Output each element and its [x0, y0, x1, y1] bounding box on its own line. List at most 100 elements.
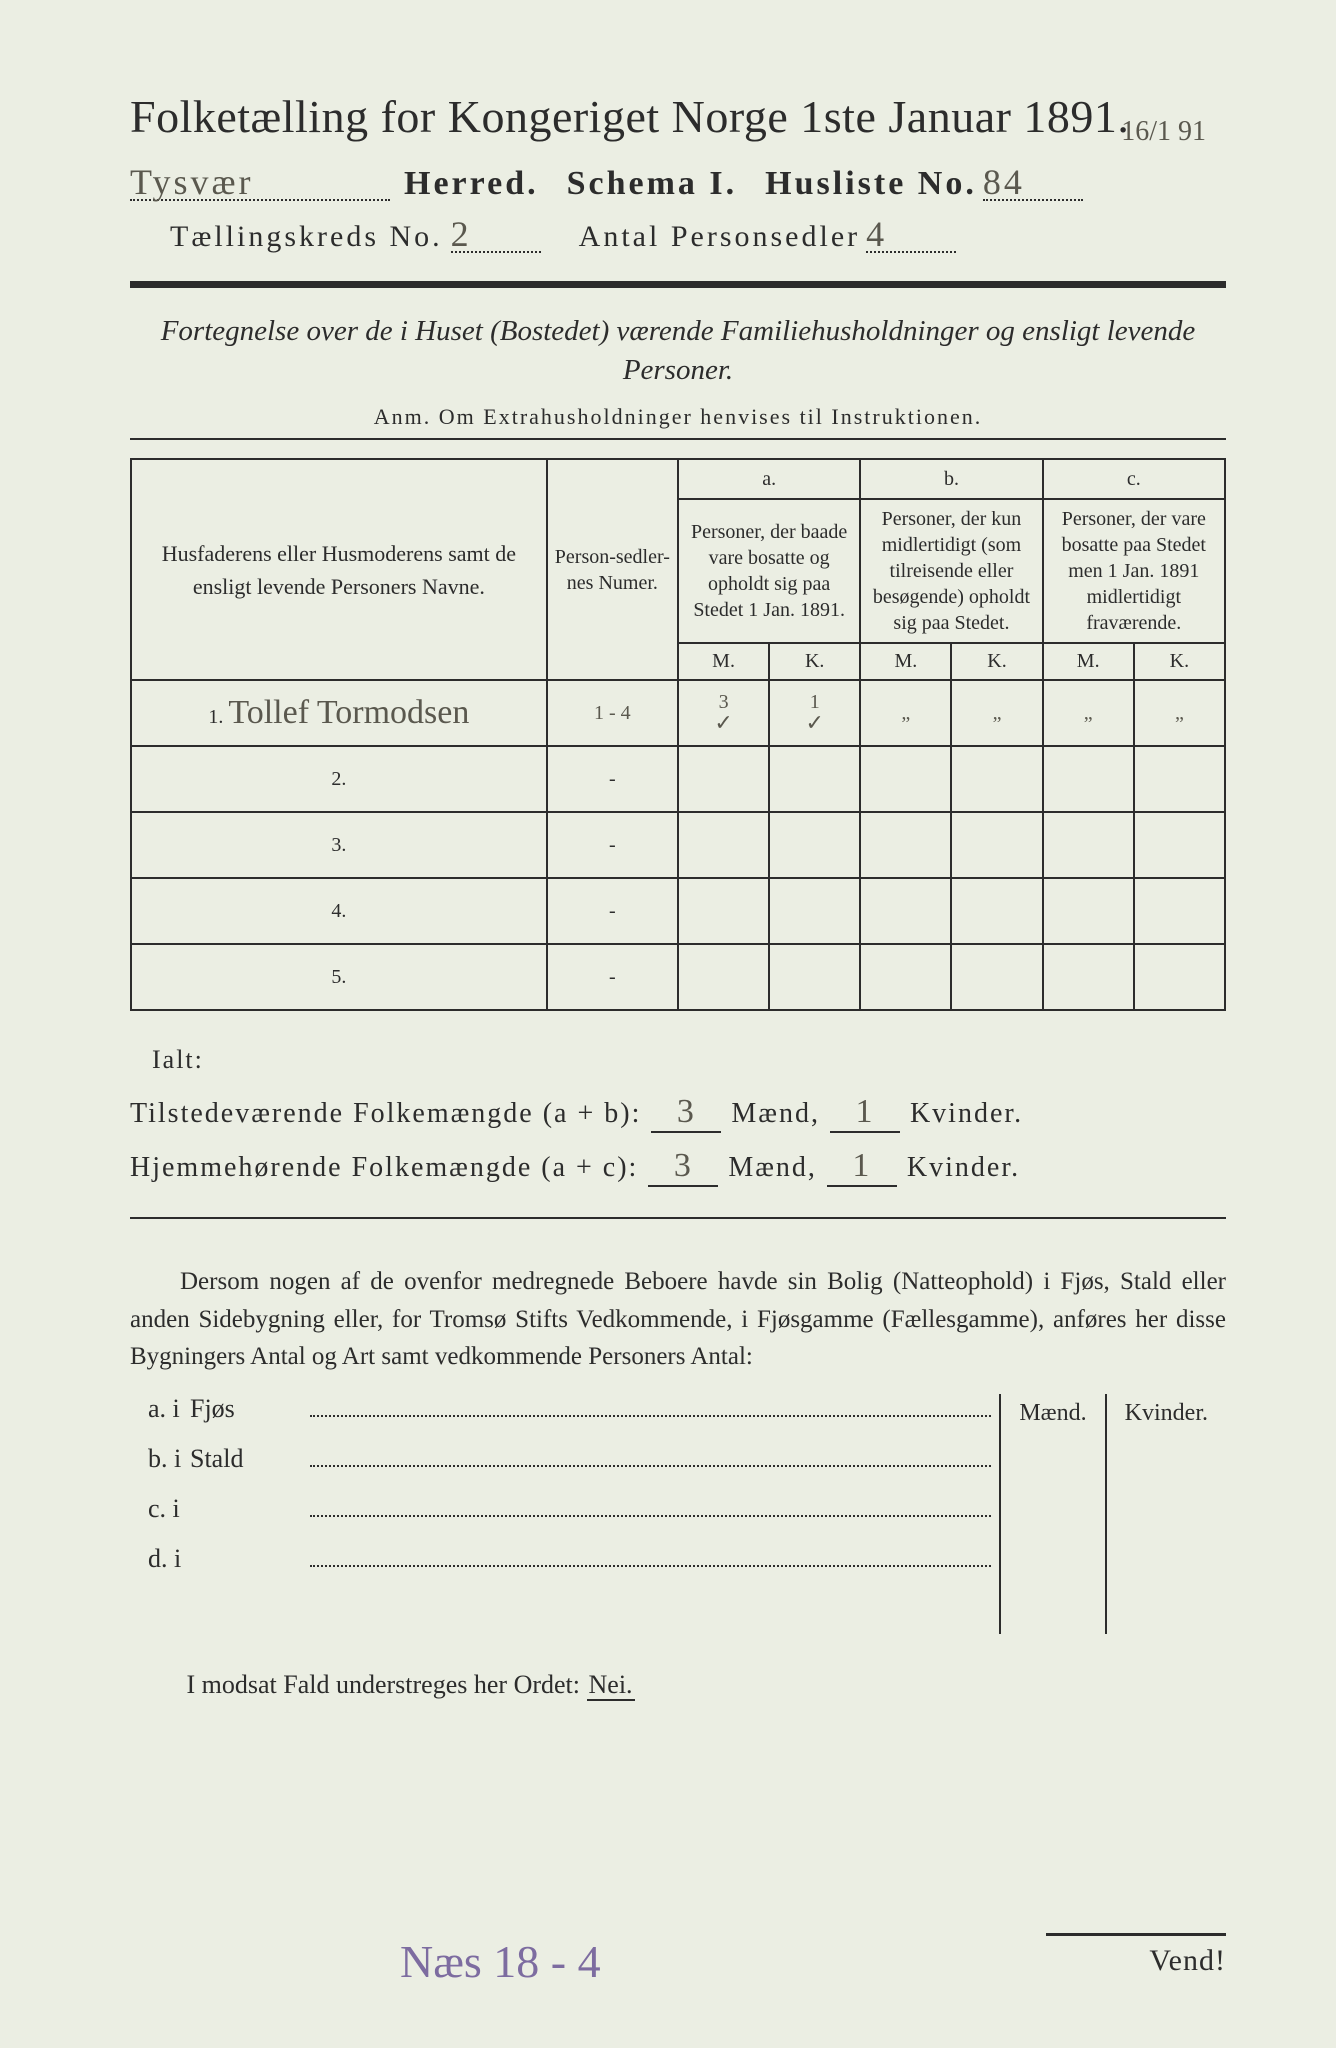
vend-label: Vend!: [1149, 1944, 1226, 1978]
outbuilding-row: b. i Stald: [130, 1444, 999, 1494]
row-name-hw: Tollef Tormodsen: [228, 694, 469, 731]
col-c-k: K.: [1134, 643, 1225, 680]
subheading: Fortegnelse over de i Huset (Bostedet) v…: [130, 312, 1226, 390]
col-b-k: K.: [951, 643, 1042, 680]
col-a-k: K.: [769, 643, 860, 680]
row-number: 1.: [208, 706, 223, 728]
col-c-m: M.: [1043, 643, 1134, 680]
nei-pre: I modsat Fald understreges her Ordet:: [187, 1670, 581, 1699]
row-number: 5.: [131, 944, 547, 1010]
home-total-line: Hjemmehørende Folkemængde (a + c): 3 Mæn…: [130, 1147, 1226, 1187]
col-b-m: M.: [860, 643, 951, 680]
row-number: 2.: [131, 746, 547, 812]
date-fraction-text: 16/1 91: [1121, 116, 1206, 147]
thin-rule-2: [130, 1217, 1226, 1219]
table-row: 1. Tollef Tormodsen 1 - 4 3 ✓ 1 ✓ „ „ „ …: [131, 680, 1225, 746]
row-lab: d. i: [130, 1544, 190, 1574]
kreds-no-handwritten: 2: [451, 214, 472, 254]
kreds-line: Tællingskreds No. 2 Antal Personsedler 4: [130, 213, 1226, 255]
row-cK: „: [1134, 680, 1225, 746]
check-icon: ✓: [774, 710, 855, 736]
maend-label: Mænd,: [728, 1152, 817, 1184]
row-aK: 1 ✓: [769, 680, 860, 746]
herred-label: Herred.: [404, 165, 539, 203]
schema-label: Schema I.: [567, 165, 738, 203]
row-numer: -: [547, 944, 678, 1010]
present-m: 3: [651, 1093, 721, 1133]
mk-m-header: Mænd.: [1000, 1394, 1105, 1434]
outbuildings-text: Dersom nogen af de ovenfor medregnede Be…: [130, 1268, 1226, 1370]
row-number: 4.: [131, 878, 547, 944]
date-fraction-annotation: 16/1 91: [1121, 118, 1206, 146]
present-total-line: Tilstedeværende Folkemængde (a + b): 3 M…: [130, 1093, 1226, 1133]
present-label: Tilstedeværende Folkemængde (a + b):: [130, 1098, 641, 1130]
row-number: 3.: [131, 812, 547, 878]
mk-k-header: Kvinder.: [1106, 1394, 1226, 1434]
table-row: 5. -: [131, 944, 1225, 1010]
col-header-name: Husfaderens eller Husmoderens samt de en…: [131, 459, 547, 680]
row-txt: Stald: [190, 1444, 310, 1474]
thick-rule: [130, 281, 1226, 288]
outbuilding-row: d. i: [130, 1544, 999, 1594]
col-c-text: Personer, der vare bosatte paa Stedet me…: [1043, 499, 1225, 643]
col-a-m: M.: [678, 643, 769, 680]
vend-rule: [1046, 1933, 1226, 1936]
outbuildings-paragraph: Dersom nogen af de ovenfor medregnede Be…: [130, 1263, 1226, 1376]
husliste-no-handwritten: 84: [983, 162, 1025, 202]
ialt-label: Ialt:: [152, 1045, 1226, 1075]
row-name-cell: 1. Tollef Tormodsen: [131, 680, 547, 746]
row-bM: „: [860, 680, 951, 746]
dotted-fill: [310, 1549, 991, 1567]
home-label: Hjemmehørende Folkemængde (a + c):: [130, 1152, 638, 1184]
row-lab: c. i: [130, 1494, 190, 1524]
home-m: 3: [648, 1147, 718, 1187]
husliste-label: Husliste No.: [765, 165, 977, 203]
row-aM: 3 ✓: [678, 680, 769, 746]
row-bK: „: [951, 680, 1042, 746]
household-table: Husfaderens eller Husmoderens samt de en…: [130, 458, 1226, 1011]
row-txt: Fjøs: [190, 1394, 310, 1424]
anm-note: Anm. Om Extrahusholdninger henvises til …: [130, 404, 1226, 430]
row-cM: „: [1043, 680, 1134, 746]
outbuilding-row: c. i: [130, 1494, 999, 1544]
thin-rule: [130, 438, 1226, 440]
check-icon: ✓: [683, 710, 764, 736]
row-numer: -: [547, 746, 678, 812]
herred-handwritten: Tysvær: [130, 162, 254, 202]
table-row: 3. -: [131, 812, 1225, 878]
kvinder-label: Kvinder.: [910, 1098, 1023, 1130]
form-title: Folketælling for Kongeriget Norge 1ste J…: [130, 90, 1226, 143]
herred-line: Tysvær Herred. Schema I. Husliste No. 84: [130, 161, 1226, 203]
kvinder-label: Kvinder.: [907, 1152, 1020, 1184]
row-numer: -: [547, 878, 678, 944]
outbuildings-block: a. i Fjøs b. i Stald c. i d. i: [130, 1394, 1226, 1634]
table-row: 4. -: [131, 878, 1225, 944]
census-form-page: 16/1 91 Folketælling for Kongeriget Norg…: [0, 0, 1336, 2048]
dotted-fill: [310, 1399, 991, 1417]
home-k: 1: [827, 1147, 897, 1187]
nei-word: Nei.: [587, 1670, 635, 1701]
subheading-text: Fortegnelse over de i Huset (Bostedet) v…: [161, 315, 1196, 386]
mk-k-cell: [1106, 1434, 1226, 1634]
antal-handwritten: 4: [866, 214, 887, 254]
dotted-fill: [310, 1499, 991, 1517]
kreds-label: Tællingskreds No.: [170, 220, 443, 254]
maend-label: Mænd,: [731, 1098, 820, 1130]
col-a-label: a.: [678, 459, 860, 499]
outbuildings-list: a. i Fjøs b. i Stald c. i d. i: [130, 1394, 999, 1594]
col-b-label: b.: [860, 459, 1042, 499]
row-numer-hw: 1 - 4: [547, 680, 678, 746]
col-header-numer: Person-sedler-nes Numer.: [547, 459, 678, 680]
row-numer: -: [547, 812, 678, 878]
antal-label: Antal Personsedler: [579, 220, 860, 254]
present-k: 1: [830, 1093, 900, 1133]
col-c-label: c.: [1043, 459, 1225, 499]
mk-m-cell: [1000, 1434, 1105, 1634]
table-row: 2. -: [131, 746, 1225, 812]
bottom-handwriting: Næs 18 - 4: [400, 1935, 601, 1988]
dotted-fill: [310, 1449, 991, 1467]
row-lab: b. i: [130, 1444, 190, 1474]
row-lab: a. i: [130, 1394, 190, 1424]
outbuilding-row: a. i Fjøs: [130, 1394, 999, 1444]
mk-minitable: Mænd. Kvinder.: [999, 1394, 1226, 1634]
